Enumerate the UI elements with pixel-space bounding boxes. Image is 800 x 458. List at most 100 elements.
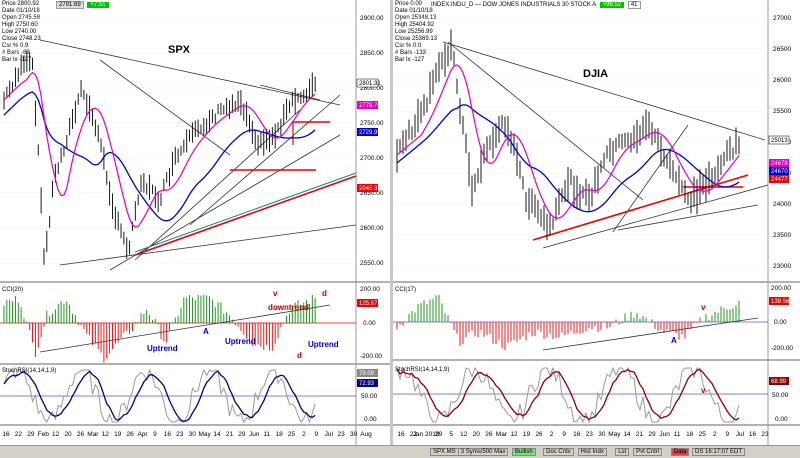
date-label: 21 <box>636 431 644 438</box>
date-label: 9 <box>726 431 730 438</box>
date-label: 11 <box>674 431 681 438</box>
price-bars <box>396 29 740 241</box>
date-label: 22 <box>15 431 23 438</box>
date-label: 26 <box>127 431 135 438</box>
trendline <box>442 41 766 141</box>
annotation-uptrend: Uptrend <box>308 340 339 349</box>
status-item[interactable]: Data <box>670 448 690 456</box>
date-label: May <box>608 431 621 438</box>
date-label: 16 <box>749 431 757 438</box>
price-axis-label: 24000 <box>773 201 791 208</box>
date-label: Mar <box>496 431 508 438</box>
cci-label: CCI(17) <box>395 287 416 293</box>
cci-histogram <box>3 294 316 363</box>
djia-chart-svg[interactable]: 2700026500260002550025000245002400023500… <box>393 0 800 445</box>
stoch-tag: 68.99 <box>771 379 787 385</box>
spx-chart-panel[interactable]: Price 2800.92 Date 01/10/18 Open 2745.58… <box>0 0 390 445</box>
pink-ma-tag: 24678 <box>771 161 788 167</box>
annotation-v: v <box>273 289 278 298</box>
date-label: 5 <box>449 431 453 438</box>
red-line-tag: 2645.37 <box>359 186 381 192</box>
trendline <box>189 94 341 226</box>
date-label: Mar <box>87 431 99 438</box>
date-label: 21 <box>226 431 234 438</box>
ma-blue-line <box>396 104 740 213</box>
bar-count: 41 <box>627 1 641 9</box>
ma-pink-line <box>3 71 316 228</box>
stoch-label: StochRSI(14,14,1,9) <box>2 368 56 374</box>
annotation-d: d <box>297 351 302 360</box>
spx-chart-svg[interactable]: 2900.002850.002800.002750.002700.002650.… <box>0 0 390 445</box>
last-price-tag: 2801.31 <box>359 81 381 87</box>
stoch-axis-label: 0.00 <box>364 416 377 423</box>
cci-axis-label: -200.00 <box>771 345 793 352</box>
status-item[interactable]: SPX MS <box>430 448 459 456</box>
price-axis-label: 2900.00 <box>360 15 384 22</box>
djia-chart-panel[interactable]: Price 0.00 Date 01/10/18 Open 25348.13 H… <box>393 0 800 445</box>
cci-axis-label: 200.00 <box>771 285 791 292</box>
date-label: Feb <box>38 431 50 438</box>
trendline <box>99 59 231 156</box>
stoch-fast-line <box>396 366 740 424</box>
info-line: Csr % 0.0 <box>395 43 422 49</box>
cci-axis-label: 200.00 <box>360 286 380 293</box>
date-axis: 16 22 29 Feb 12 20 26 Mar 12 19 26 Apr 9 16 23 30 May 14 2… <box>2 431 372 438</box>
status-bar: SPX MS 3 Syms/500 Max Bullish Doc Cntx Hist … <box>0 445 800 458</box>
trendline <box>109 134 341 271</box>
date-label: 22 <box>410 431 418 438</box>
cci-tag: 139.56 <box>771 299 790 305</box>
stoch-label: StochRSI(14,14,1,9) <box>395 367 449 373</box>
date-label: 2 <box>550 431 554 438</box>
date-label: 29 <box>27 431 35 438</box>
spx-header-bar: 2791.69 +7.51 <box>56 1 109 9</box>
status-item[interactable]: 3 Syms/500 Max <box>457 448 509 456</box>
date-label: 30 <box>350 431 358 438</box>
date-label: 29 <box>238 431 246 438</box>
status-item[interactable]: Doc Cntx <box>543 448 574 456</box>
date-label: 18 <box>686 431 694 438</box>
red-support-line <box>134 175 357 256</box>
price-axis: 2900.00 2850.00 2800.00 2750.00 2700.00 2650.… <box>0 15 384 267</box>
status-item[interactable]: Pvt Cntrl <box>633 448 663 456</box>
trendline <box>59 224 357 266</box>
symbol-value: 2791.69 <box>56 1 84 9</box>
stoch-axis-label: 50.00 <box>361 393 378 400</box>
blue-ma-tag: 24670 <box>771 169 788 175</box>
change-badge: +7.51 <box>87 2 109 8</box>
status-item[interactable]: DS 16:17:07 EDT <box>692 448 746 456</box>
stoch-tag: 72.93 <box>359 381 375 387</box>
price-axis-label: 2700.00 <box>360 155 384 162</box>
status-item[interactable]: Hist Indx <box>577 448 607 456</box>
date-label: Apr <box>137 431 148 438</box>
info-line: Low 2740.00 <box>2 29 37 35</box>
date-label: 12 <box>102 431 110 438</box>
price-axis-label: 2800.00 <box>360 85 384 92</box>
date-label: 23 <box>338 431 346 438</box>
info-line: High 25404.92 <box>395 22 435 28</box>
blue-ma-tag: 2729.95 <box>359 130 381 136</box>
cci-label: CCI(20) <box>2 287 23 293</box>
date-label: 9 <box>315 431 319 438</box>
date-label: 19 <box>523 431 531 438</box>
trendline <box>612 124 689 233</box>
price-axis-label: 23500 <box>773 232 791 239</box>
red-line-tag: 24477 <box>771 177 788 183</box>
info-line: # Bars -133 <box>395 50 427 56</box>
price-axis: 2700026500260002550025000245002400023500… <box>393 15 791 270</box>
date-label: 26 <box>77 431 85 438</box>
date-label: 11 <box>263 431 270 438</box>
price-axis-label: 25500 <box>773 108 791 115</box>
date-label: 12 <box>510 431 518 438</box>
date-label: 2 <box>302 431 306 438</box>
cci-trendline <box>542 317 759 351</box>
annotation-downtrend: downtrend <box>268 303 309 312</box>
stoch-fast-line <box>3 368 316 424</box>
date-label: 9 <box>153 431 157 438</box>
status-item[interactable]: Bullish <box>512 448 536 456</box>
info-line: Bar Ix -127 <box>395 57 425 63</box>
info-line: Bar Ix -127 <box>2 57 32 63</box>
date-label: 25 <box>288 431 296 438</box>
pink-ma-tag: 2779.76 <box>359 103 381 109</box>
status-item[interactable]: Lst <box>615 448 630 456</box>
symbol-name: INDEX:INDU_D — DOW JONES INDUSTRIALS 30 … <box>431 2 596 8</box>
